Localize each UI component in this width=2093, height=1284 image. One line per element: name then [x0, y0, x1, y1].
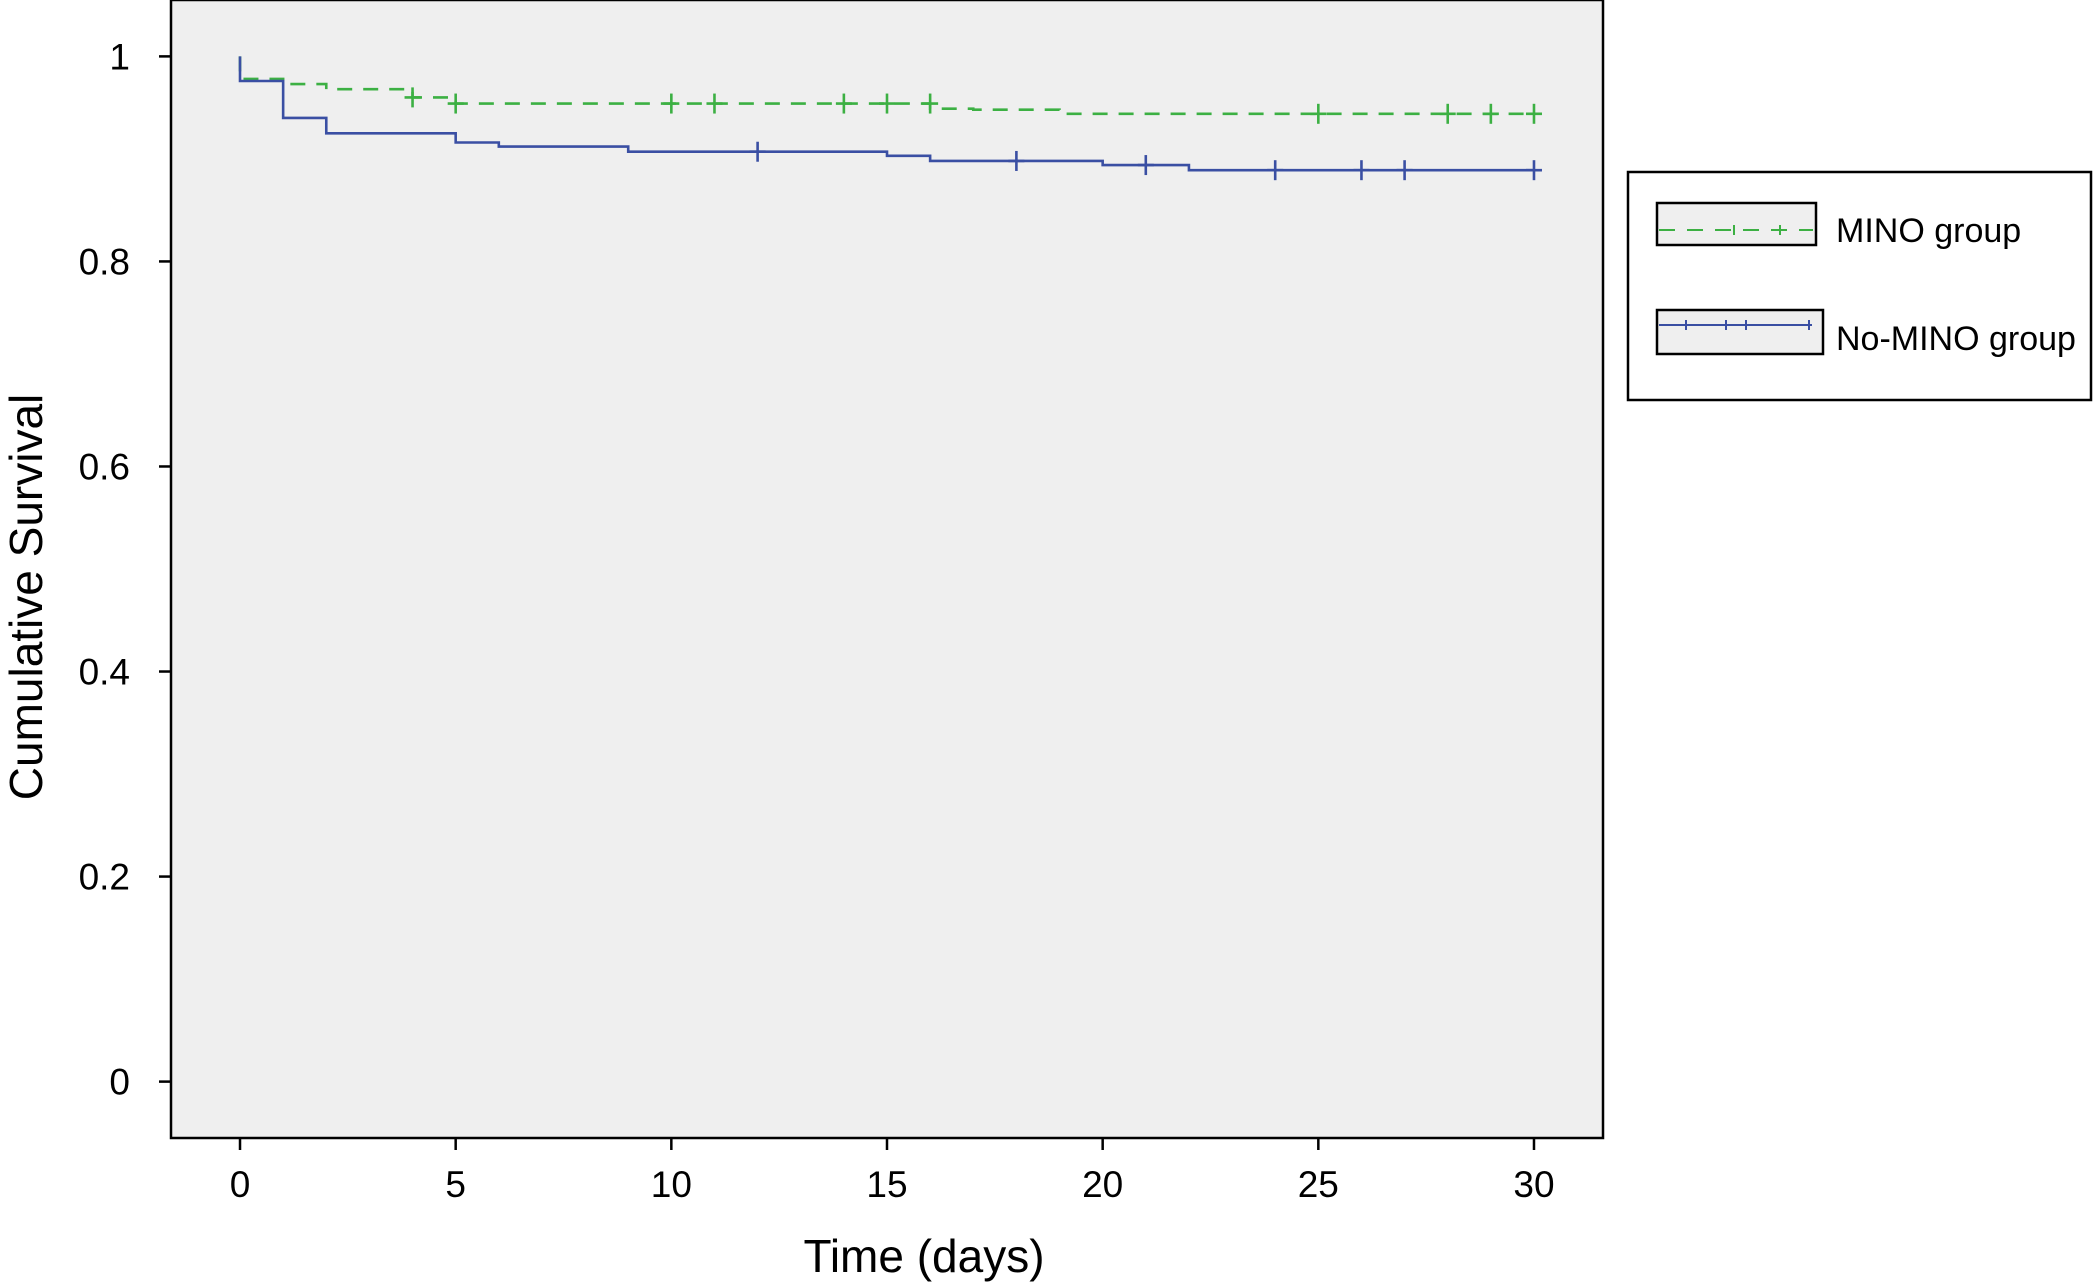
- legend-swatch-mino: [1655, 201, 1818, 247]
- plot-area: [169, 0, 1605, 1140]
- x-tick-label: 30: [1513, 1164, 1554, 1205]
- censor-mark-mino-group: [835, 93, 852, 114]
- censor-mark-mino-group: [1310, 103, 1327, 124]
- legend: MINO group No-MINO group: [1626, 170, 2093, 402]
- survival-curve-mino-group: [238, 56, 1534, 116]
- x-tick-label: 15: [866, 1164, 907, 1205]
- y-tick-label: 0.6: [79, 446, 130, 487]
- censor-mark-mino-group: [922, 93, 939, 114]
- x-tick-label: 20: [1082, 1164, 1123, 1205]
- censor-mark-mino-group: [1525, 103, 1542, 124]
- censor-mark-mino-group: [1482, 103, 1499, 124]
- censor-mark-no-mino-group: [1267, 160, 1284, 181]
- censor-mark-no-mino-group: [1137, 155, 1154, 176]
- x-tick-label: 5: [445, 1164, 466, 1205]
- x-tick-label: 25: [1298, 1164, 1339, 1205]
- censor-mark-mino-group: [663, 93, 680, 114]
- censor-mark-no-mino-group: [749, 141, 766, 162]
- y-tick-label: 1: [109, 36, 130, 77]
- censor-mark-mino-group: [706, 93, 723, 114]
- censor-mark-no-mino-group: [1396, 160, 1413, 181]
- y-axis-title: Cumulative Survival: [0, 394, 52, 800]
- x-tick-label: 10: [651, 1164, 692, 1205]
- legend-label-mino: MINO group: [1836, 212, 2021, 250]
- censor-mark-no-mino-group: [1353, 160, 1370, 181]
- legend-label-no-mino: No-MINO group: [1836, 320, 2076, 358]
- censor-mark-mino-group: [1439, 103, 1456, 124]
- y-tick-label: 0.8: [79, 241, 130, 282]
- censor-mark-mino-group: [447, 93, 464, 114]
- censor-mark-mino-group: [879, 93, 895, 114]
- censor-mark-no-mino-group: [1525, 160, 1542, 181]
- censor-mark-no-mino-group: [1008, 150, 1025, 171]
- legend-swatch-no-mino: [1655, 308, 1825, 356]
- survival-curve-no-mino-group: [238, 56, 1534, 172]
- x-tick-label: 0: [230, 1164, 251, 1205]
- censor-mark-mino-group: [404, 87, 421, 108]
- x-axis-title: Time (days): [803, 1230, 1044, 1282]
- y-tick-label: 0.4: [79, 652, 130, 693]
- y-tick-label: 0.2: [79, 857, 130, 898]
- y-tick-label: 0: [109, 1062, 130, 1103]
